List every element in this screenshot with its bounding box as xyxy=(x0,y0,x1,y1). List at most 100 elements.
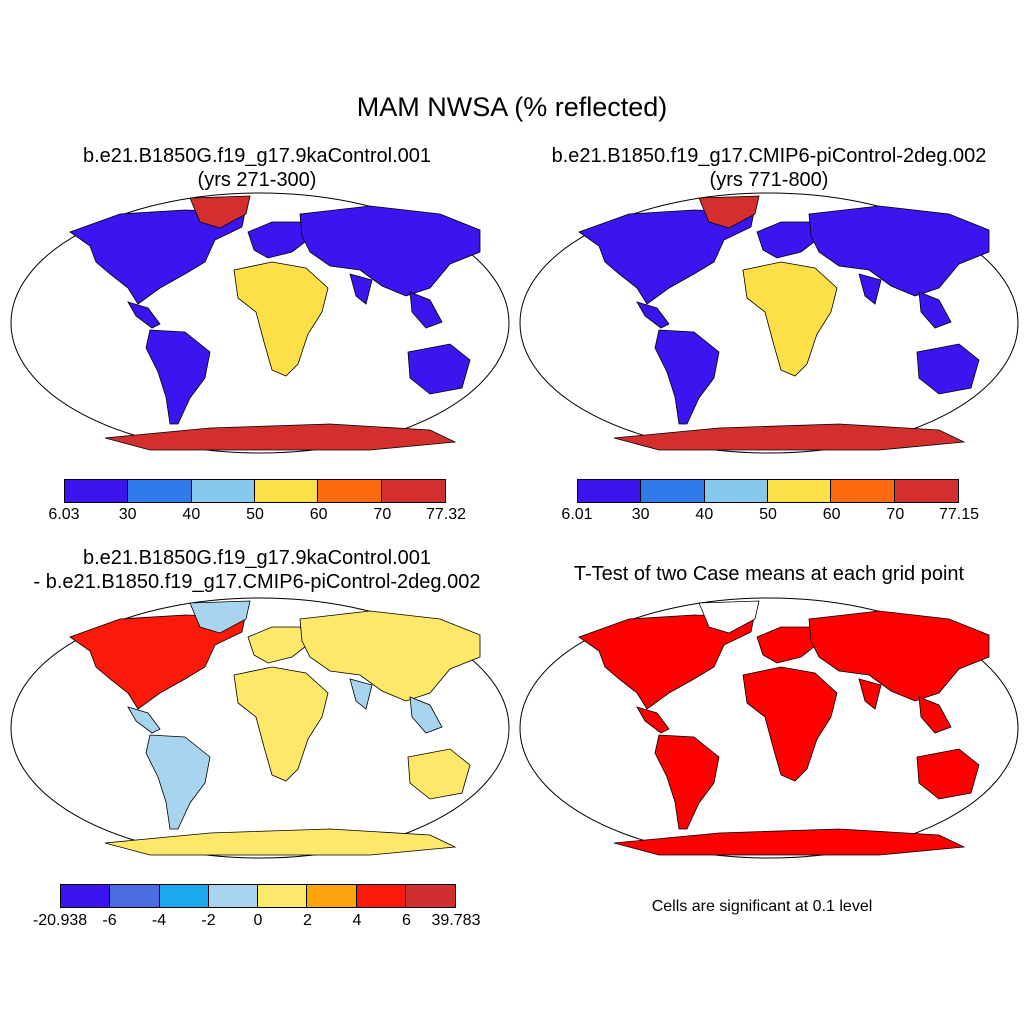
colorbar-difference-tick-label: 0 xyxy=(253,912,263,929)
landmass-antarctica xyxy=(613,828,966,856)
colorbar-difference-swatch-0 xyxy=(61,885,111,907)
colorbar-difference-tick-label: 6 xyxy=(402,912,411,929)
colorbar-case1-labels: 6.03 30 40 50 60 70 77.32 xyxy=(48,506,466,526)
colorbar-case2-swatch-3 xyxy=(767,480,832,502)
colorbar-case1-swatch-0 xyxy=(65,480,129,502)
landmass-southAmerica xyxy=(654,329,720,425)
panel3-title-line2: - b.e21.B1850.f19_g17.CMIP6-piControl-2d… xyxy=(33,571,481,593)
colorbar-case2-swatch-0 xyxy=(578,480,642,502)
colorbar-difference xyxy=(60,884,456,908)
panel1-title: b.e21.B1850G.f19_g17.9kaControl.001 (yrs… xyxy=(0,144,514,192)
map-panel-case2 xyxy=(519,192,1019,454)
colorbar-case2-tick-label: 30 xyxy=(631,506,650,523)
colorbar-case2-swatch-5 xyxy=(894,480,958,502)
landmass-southAmerica xyxy=(654,734,720,830)
colorbar-difference-tick-label: 2 xyxy=(303,912,312,929)
panel1-title-line1: b.e21.B1850G.f19_g17.9kaControl.001 xyxy=(82,145,432,167)
landmass-seAsia xyxy=(409,291,443,329)
landmass-centralAmerica xyxy=(127,301,161,329)
landmass-centralAmerica xyxy=(127,706,161,734)
colorbar-difference-tick-label: 4 xyxy=(352,912,362,929)
panel2-title-line2: (yrs 771-800) xyxy=(709,169,829,191)
colorbar-difference-swatch-4 xyxy=(258,885,308,907)
landmass-india xyxy=(349,678,373,710)
colorbar-case1-swatch-4 xyxy=(318,480,382,502)
landmass-europe xyxy=(247,221,311,259)
landmass-asia xyxy=(299,610,481,702)
colorbar-case1-tick-label: 60 xyxy=(309,506,328,523)
colorbar-case2-tick-label: 6.01 xyxy=(561,506,593,523)
landmass-africa xyxy=(233,666,329,782)
landmass-europe xyxy=(756,221,820,259)
landmass-seAsia xyxy=(918,291,952,329)
panel3-title-line1: b.e21.B1850G.f19_g17.9kaControl.001 xyxy=(82,547,432,569)
colorbar-case1-swatch-5 xyxy=(381,480,445,502)
colorbar-case2 xyxy=(577,479,959,503)
panel4-title-line1: T-Test of two Case means at each grid po… xyxy=(573,563,965,585)
landmass-europe xyxy=(756,626,820,664)
colorbar-difference-tick-label: -2 xyxy=(201,912,216,929)
colorbar-case2-swatch-2 xyxy=(704,480,768,502)
colorbar-difference-swatch-3 xyxy=(208,885,258,907)
panel4-title: T-Test of two Case means at each grid po… xyxy=(514,562,1024,586)
colorbar-case2-tick-label: 77.15 xyxy=(938,506,980,523)
colorbar-case1-tick-label: 40 xyxy=(182,506,201,523)
colorbar-case2-swatch-1 xyxy=(641,480,705,502)
landmass-antarctica xyxy=(613,423,966,451)
landmass-africa xyxy=(742,261,838,377)
colorbar-difference-swatch-2 xyxy=(159,885,209,907)
colorbar-case1-tick-label: 6.03 xyxy=(48,506,80,523)
landmass-antarctica xyxy=(104,423,457,451)
landmass-africa xyxy=(742,666,838,782)
landmass-india xyxy=(858,273,882,305)
landmass-australia xyxy=(916,343,980,395)
colorbar-case1-tick-label: 70 xyxy=(373,506,392,523)
colorbar-difference-tick-label: 39.783 xyxy=(431,912,481,929)
landmass-greenland xyxy=(698,600,760,634)
map-panel-case1 xyxy=(10,192,510,454)
landmass-greenland xyxy=(189,600,251,634)
landmass-asia xyxy=(299,205,481,297)
panel2-title-line1: b.e21.B1850.f19_g17.CMIP6-piControl-2deg… xyxy=(551,145,987,167)
colorbar-case1-tick-label: 50 xyxy=(246,506,264,523)
landmass-australia xyxy=(407,343,471,395)
landmass-centralAmerica xyxy=(636,706,670,734)
panel1-title-line2: (yrs 271-300) xyxy=(197,169,317,191)
colorbar-difference-swatch-5 xyxy=(307,885,357,907)
colorbar-case2-tick-label: 50 xyxy=(759,506,777,523)
colorbar-difference-labels: -20.938 -6 -4 -2 0 2 4 6 39.783 xyxy=(33,912,481,932)
landmass-australia xyxy=(916,748,980,800)
landmass-india xyxy=(858,678,882,710)
landmass-centralAmerica xyxy=(636,301,670,329)
colorbar-difference-swatch-1 xyxy=(110,885,160,907)
landmass-africa xyxy=(233,261,329,377)
colorbar-difference-tick-label: -6 xyxy=(102,912,117,929)
significance-note: Cells are significant at 0.1 level xyxy=(651,898,873,915)
landmass-southAmerica xyxy=(145,329,211,425)
colorbar-difference-tick-label: -4 xyxy=(151,912,167,929)
landmass-seAsia xyxy=(409,696,443,734)
colorbar-case2-swatch-4 xyxy=(831,480,895,502)
figure-title: MAM NWSA (% reflected) xyxy=(356,92,668,122)
landmass-greenland xyxy=(698,195,760,229)
colorbar-case2-tick-label: 70 xyxy=(886,506,905,523)
landmass-seAsia xyxy=(918,696,952,734)
landmass-greenland xyxy=(189,195,251,229)
landmass-india xyxy=(349,273,373,305)
landmass-asia xyxy=(808,205,990,297)
panel2-title: b.e21.B1850.f19_g17.CMIP6-piControl-2deg… xyxy=(514,144,1024,192)
landmass-antarctica xyxy=(104,828,457,856)
colorbar-case2-labels: 6.01 30 40 50 60 70 77.15 xyxy=(561,506,979,526)
colorbar-case1-swatch-3 xyxy=(254,480,319,502)
colorbar-difference-tick-label: -20.938 xyxy=(32,912,88,929)
landmass-australia xyxy=(407,748,471,800)
map-panel-difference xyxy=(10,597,510,859)
colorbar-case1-swatch-1 xyxy=(128,480,192,502)
landmass-europe xyxy=(247,626,311,664)
colorbar-difference-swatch-7 xyxy=(405,885,455,907)
colorbar-case2-tick-label: 60 xyxy=(822,506,841,523)
colorbar-case2-tick-label: 40 xyxy=(695,506,714,523)
landmass-southAmerica xyxy=(145,734,211,830)
colorbar-case1 xyxy=(64,479,446,503)
colorbar-case1-swatch-2 xyxy=(191,480,255,502)
